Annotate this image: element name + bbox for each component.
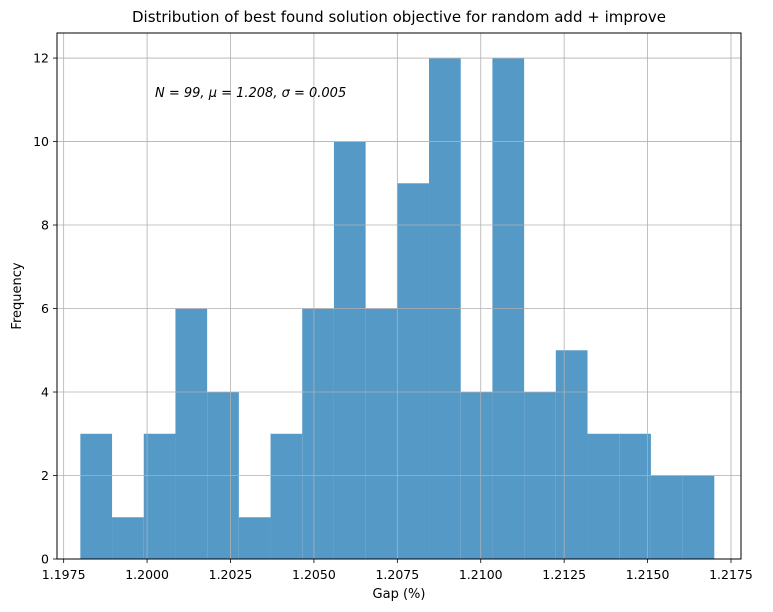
x-tick-label: 1.2000: [125, 567, 169, 582]
x-tick-label: 1.2025: [209, 567, 253, 582]
y-tick-label: 6: [41, 301, 49, 316]
x-tick-label: 1.2075: [375, 567, 419, 582]
histogram-bar: [650, 475, 683, 559]
histogram-bar: [365, 308, 398, 559]
histogram-bar: [112, 517, 144, 559]
histogram-bar: [682, 475, 715, 559]
histogram-bar: [555, 350, 588, 559]
grid-overlay: [57, 33, 741, 560]
histogram-bar: [80, 433, 113, 559]
x-tick-label: 1.2050: [292, 567, 336, 582]
stats-annotation: N = 99, μ = 1.208, σ = 0.005: [155, 86, 346, 101]
x-tick-label: 1.2150: [626, 567, 670, 582]
histogram-bar: [333, 141, 366, 560]
y-axis-ticks: 0 2 4 6 8 10 12: [33, 51, 57, 567]
y-tick-label: 10: [33, 134, 49, 149]
y-tick-label: 0: [41, 552, 49, 567]
plot-frame: [56, 32, 742, 560]
y-tick-label: 2: [41, 468, 49, 483]
x-axis-ticks: 1.1975 1.2000 1.2025 1.2050 1.2075 1.2100 1.21…: [42, 559, 753, 582]
histogram-bar: [270, 433, 303, 559]
histogram-bar: [619, 433, 651, 559]
x-tick-label: 1.2100: [459, 567, 503, 582]
histogram-bar: [175, 308, 208, 559]
histogram-bar: [587, 433, 620, 559]
x-axis-label: Gap (%): [373, 587, 426, 602]
y-tick-label: 8: [41, 218, 49, 233]
chart-title: Distribution of best found solution obje…: [132, 8, 666, 26]
histogram-bar: [302, 308, 334, 559]
x-tick-label: 1.2125: [542, 567, 586, 582]
y-axis-label: Frequency: [10, 262, 25, 329]
histogram-bar: [143, 433, 176, 559]
x-tick-label: 1.2175: [709, 567, 753, 582]
x-tick-label: 1.1975: [42, 567, 86, 582]
y-tick-label: 12: [33, 51, 49, 66]
histogram-bar: [397, 183, 430, 560]
y-tick-label: 4: [41, 385, 49, 400]
histogram-bar: [238, 517, 271, 559]
